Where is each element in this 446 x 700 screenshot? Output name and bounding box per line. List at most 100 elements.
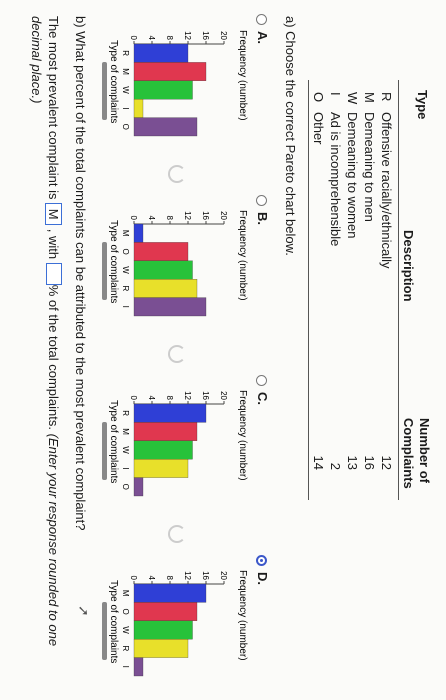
radio-c[interactable]: [256, 375, 267, 386]
radio-a[interactable]: [256, 14, 267, 25]
y-axis-label: Frequency (number): [237, 570, 248, 661]
bar: [133, 62, 207, 81]
table-row-count: 13: [345, 455, 360, 470]
answer-suffix: % of the total complaints.: [46, 284, 61, 430]
table-row-description: Demeaning to men: [362, 112, 377, 222]
table-row-code: I: [328, 92, 343, 96]
option-c[interactable]: C.: [255, 375, 270, 405]
scrollbar: [102, 62, 107, 120]
y-tick-label: 16: [201, 391, 210, 400]
loading-spinner-icon: [168, 345, 186, 363]
answer-mid: , with: [46, 228, 61, 260]
x-tick-label: M: [121, 230, 130, 237]
table-row-description: Offensive racially/ethnically: [379, 112, 394, 269]
chart-b-svg: Frequency (number) 0 4 8 12 16 20 M O W R I Type of …: [102, 210, 248, 317]
table-row-count: 12: [379, 455, 394, 470]
table-row-code: O: [311, 92, 326, 103]
y-tick-label: 4: [147, 36, 156, 41]
part-a-prompt: a) Choose the correct Pareto chart below…: [283, 16, 298, 256]
y-tick-label: 16: [201, 31, 210, 40]
answer-prefix: The most prevalent complaint is: [46, 16, 61, 200]
y-tick-label: 16: [201, 211, 210, 220]
y-axis-label: Frequency (number): [237, 390, 248, 481]
option-b-label: B.: [255, 212, 270, 225]
x-tick-label: M: [121, 68, 130, 75]
x-tick-label: R: [121, 410, 130, 416]
y-tick-label: 12: [183, 211, 192, 220]
x-tick-label: W: [121, 446, 130, 454]
y-tick-label: 8: [165, 576, 174, 581]
y-tick-label: 12: [183, 571, 192, 580]
bar: [133, 583, 207, 603]
description-header: Description: [401, 230, 416, 302]
bar: [133, 477, 144, 497]
option-b[interactable]: B.: [255, 195, 270, 225]
y-tick-label: 16: [201, 571, 210, 580]
part-b-answer-line: The most prevalent complaint is M , with…: [45, 16, 62, 646]
bar: [133, 440, 193, 460]
count-header-line1: Number of: [417, 418, 432, 483]
bar: [133, 422, 198, 441]
y-axis-label: Frequency (number): [237, 210, 248, 301]
radio-d[interactable]: [256, 555, 267, 566]
x-axis-label: Type of complaints: [108, 220, 119, 303]
table-row-description: Other: [311, 112, 326, 145]
x-tick-label: M: [121, 590, 130, 597]
table-row-code: R: [379, 92, 394, 102]
x-tick-label: O: [121, 124, 130, 130]
loading-spinner-icon: [168, 525, 186, 543]
option-a[interactable]: A.: [255, 14, 270, 44]
x-tick-label: I: [121, 107, 130, 109]
percent-input[interactable]: [46, 262, 62, 285]
table-row-count: 2: [328, 462, 343, 470]
bar: [133, 620, 193, 640]
chart-b: Frequency (number) 0 4 8 12 16 20 M O W R I Type of …: [102, 200, 252, 330]
bar: [133, 99, 144, 118]
scrollbar: [102, 242, 107, 300]
option-d-label: D.: [255, 572, 270, 585]
rounding-instruction-cont: decimal place.): [29, 16, 44, 104]
bar: [133, 602, 198, 621]
x-tick-label: I: [121, 306, 130, 308]
y-tick-label: 12: [183, 31, 192, 40]
table-row-code: W: [345, 92, 360, 105]
bar: [133, 43, 189, 63]
x-tick-label: O: [121, 484, 130, 490]
loading-spinner-icon: [168, 165, 186, 183]
bar: [133, 80, 193, 100]
chart-d-svg: Frequency (number) 0 4 8 12 16 20 M O W R I Type of …: [102, 570, 248, 677]
bar: [133, 403, 207, 423]
bar: [133, 260, 193, 280]
y-tick-label: 0: [129, 396, 138, 401]
rounding-instruction: (Enter your response rounded to one: [46, 433, 61, 647]
table-row-count: 16: [362, 455, 377, 470]
x-tick-label: W: [121, 86, 130, 94]
table-row-code: M: [362, 92, 377, 103]
bar: [133, 242, 189, 261]
x-tick-label: W: [121, 266, 130, 274]
chart-c: Frequency (number) 0 4 8 12 16 20 R M W I O Type of …: [102, 380, 252, 510]
y-tick-label: 0: [129, 576, 138, 581]
x-tick-label: W: [121, 626, 130, 634]
chart-a: Frequency (number) 0 4 8 12 16 20 R M W I O Type of …: [102, 20, 252, 150]
x-tick-label: R: [121, 286, 130, 292]
x-tick-label: O: [121, 608, 130, 614]
y-tick-label: 12: [183, 391, 192, 400]
bar: [133, 297, 207, 317]
prevalent-complaint-input[interactable]: M: [45, 203, 62, 226]
y-axis-label: Frequency (number): [237, 30, 248, 121]
x-tick-label: I: [121, 666, 130, 668]
y-tick-label: 20: [219, 211, 228, 220]
x-axis-label: Type of complaints: [108, 580, 119, 663]
part-b-question: b) What percent of the total complaints …: [73, 16, 88, 531]
bar: [133, 279, 198, 298]
option-d[interactable]: D.: [255, 555, 270, 585]
radio-b[interactable]: [256, 195, 267, 206]
bar: [133, 639, 189, 658]
x-tick-label: R: [121, 50, 130, 56]
chart-d: Frequency (number) 0 4 8 12 16 20 M O W R I Type of …: [102, 560, 252, 690]
y-tick-label: 4: [147, 396, 156, 401]
y-tick-label: 8: [165, 396, 174, 401]
table-row-count: 14: [311, 455, 326, 470]
